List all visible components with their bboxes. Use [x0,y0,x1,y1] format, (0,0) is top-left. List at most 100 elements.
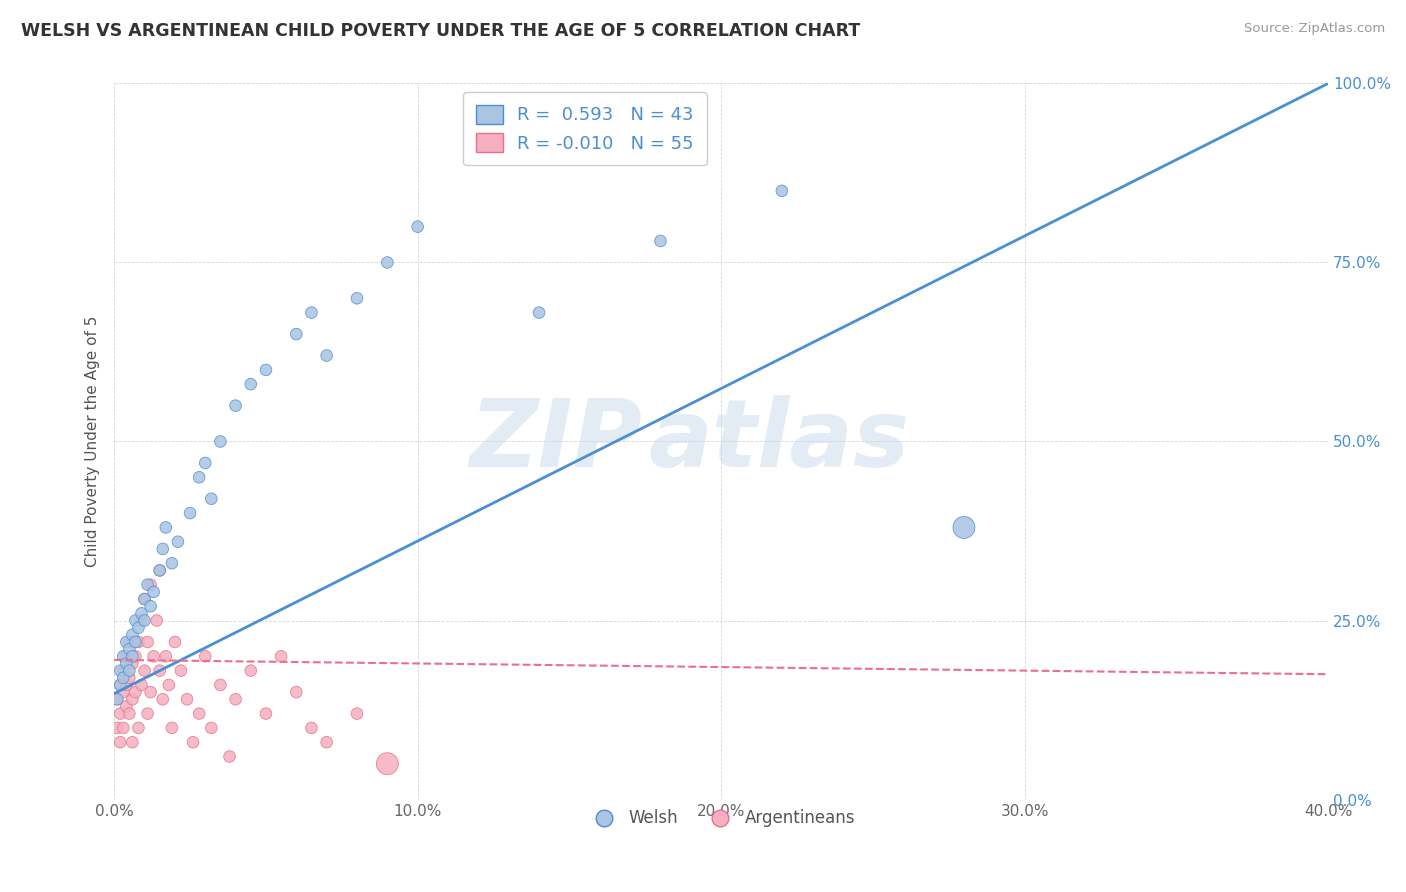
Point [315,735,337,749]
Point [770,184,793,198]
Point [124,685,146,699]
Point [134,664,156,678]
Point [200,721,222,735]
Point [225,692,247,706]
Point [131,678,153,692]
Point [239,664,262,678]
Point [131,614,153,628]
Point [406,219,429,234]
Point [110,664,132,678]
Point [170,664,193,678]
Point [112,671,135,685]
Point [121,649,143,664]
Point [118,671,141,685]
Point [139,685,162,699]
Point [118,635,141,649]
Point [134,592,156,607]
Point [105,692,128,706]
Point [127,621,149,635]
Point [134,592,156,607]
Point [152,541,174,556]
Point [124,635,146,649]
Point [527,305,550,319]
Point [254,363,277,377]
Point [112,649,135,664]
Point [270,649,292,664]
Point [953,520,976,534]
Point [152,692,174,706]
Point [194,649,217,664]
Point [110,678,132,692]
Point [142,649,165,664]
Point [285,327,308,342]
Text: ZIP: ZIP [470,395,643,488]
Point [160,721,183,735]
Point [115,678,138,692]
Point [112,685,135,699]
Text: WELSH VS ARGENTINEAN CHILD POVERTY UNDER THE AGE OF 5 CORRELATION CHART: WELSH VS ARGENTINEAN CHILD POVERTY UNDER… [21,22,860,40]
Point [346,291,368,305]
Point [149,563,172,577]
Point [110,735,132,749]
Point [124,614,146,628]
Point [149,664,172,678]
Point [118,642,141,657]
Point [155,520,177,534]
Point [375,255,398,269]
Text: Source: ZipAtlas.com: Source: ZipAtlas.com [1244,22,1385,36]
Point [121,692,143,706]
Point [136,635,159,649]
Legend: Welsh, Argentineans: Welsh, Argentineans [581,803,862,834]
Point [131,607,153,621]
Point [115,657,138,671]
Point [301,305,323,319]
Point [650,234,672,248]
Point [121,628,143,642]
Point [118,664,141,678]
Point [239,377,262,392]
Point [254,706,277,721]
Point [134,614,156,628]
Point [139,599,162,614]
Point [167,534,190,549]
Y-axis label: Child Poverty Under the Age of 5: Child Poverty Under the Age of 5 [86,316,100,567]
Point [105,721,128,735]
Point [163,635,186,649]
Point [136,706,159,721]
Point [209,678,232,692]
Point [285,685,308,699]
Point [225,399,247,413]
Point [124,649,146,664]
Point [118,706,141,721]
Point [127,721,149,735]
Point [139,577,162,591]
Point [155,649,177,664]
Point [115,649,138,664]
Point [115,635,138,649]
Point [157,678,180,692]
Point [188,470,211,484]
Point [188,706,211,721]
Point [346,706,368,721]
Point [110,706,132,721]
Point [200,491,222,506]
Point [209,434,232,449]
Point [121,735,143,749]
Point [194,456,217,470]
Point [375,756,398,771]
Point [149,563,172,577]
Point [145,614,167,628]
Point [105,692,128,706]
Point [142,585,165,599]
Point [181,735,204,749]
Point [121,657,143,671]
Point [112,721,135,735]
Point [127,635,149,649]
Text: atlas: atlas [648,395,910,488]
Point [179,506,201,520]
Point [218,749,240,764]
Point [301,721,323,735]
Point [176,692,198,706]
Point [115,699,138,714]
Point [160,556,183,570]
